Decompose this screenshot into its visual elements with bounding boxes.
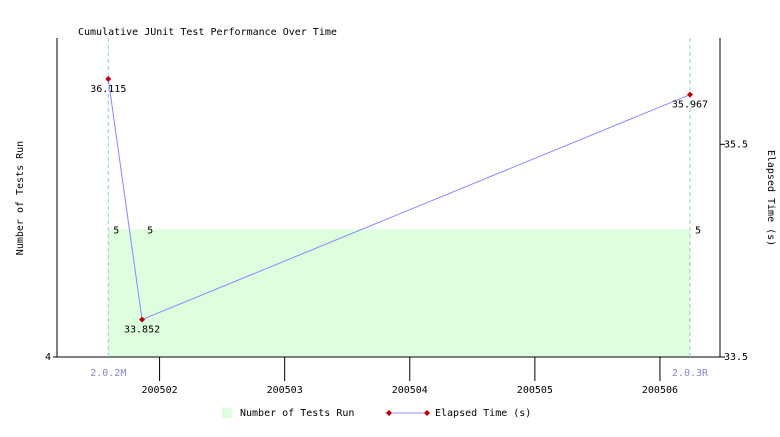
data-label: 5 [147, 225, 153, 236]
y-tick-label: 4 [45, 352, 51, 363]
y-axis-label: Number of Tests Run [15, 141, 26, 255]
version-label: 2.0.3R [672, 368, 709, 379]
data-label: 36.115 [90, 84, 126, 95]
x-tick-label: 200503 [267, 385, 303, 396]
legend-marker [423, 409, 431, 417]
data-label: 33.852 [124, 325, 160, 336]
point [104, 75, 112, 83]
data-label: 5 [695, 225, 701, 236]
legend-label: Number of Tests Run [240, 408, 354, 419]
version-label: 2.0.2M [90, 368, 126, 379]
data-label: 5 [113, 225, 119, 236]
x-tick-label: 200504 [392, 385, 428, 396]
y2-tick-label: 35.5 [724, 139, 748, 150]
x-tick-label: 200506 [642, 385, 678, 396]
legend-label: Elapsed Time (s) [435, 408, 531, 419]
legend-swatch [222, 408, 232, 418]
y2-tick-label: 33.5 [724, 352, 748, 363]
point [138, 316, 146, 323]
point [686, 91, 694, 99]
data-label: 35.967 [672, 100, 708, 111]
area [108, 229, 690, 357]
x-tick-label: 200502 [142, 385, 178, 396]
y2-axis-label: Elapsed Time (s) [765, 150, 776, 246]
legend-marker [385, 409, 393, 417]
chart-title: Cumulative JUnit Test Performance Over T… [78, 27, 337, 38]
x-tick-label: 200505 [517, 385, 553, 396]
